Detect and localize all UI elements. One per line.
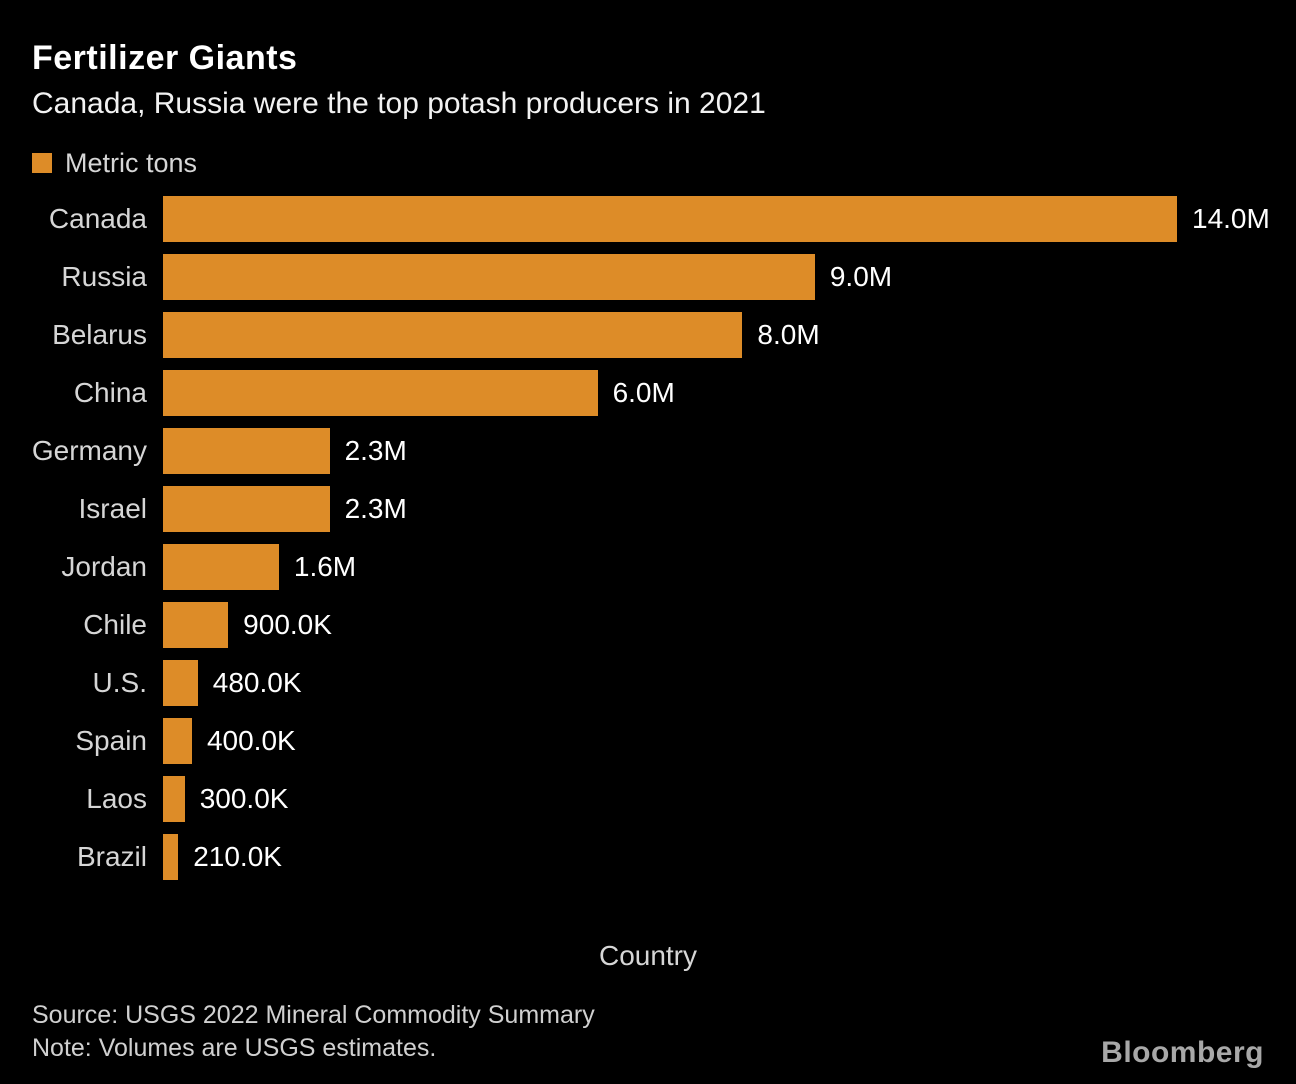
- bar-track: 900.0K: [163, 602, 1177, 649]
- chart-row: Belarus 8.0M: [0, 306, 1296, 364]
- bar-track: 2.3M: [163, 428, 1177, 475]
- header: Fertilizer Giants Canada, Russia were th…: [0, 0, 1296, 122]
- bar-track: 400.0K: [163, 718, 1177, 765]
- legend-swatch-icon: [32, 153, 52, 174]
- legend-label: Metric tons: [65, 147, 198, 178]
- bar-track: 9.0M: [163, 254, 1177, 301]
- bar: [163, 660, 198, 707]
- category-label: Germany: [31, 435, 147, 467]
- value-label: 9.0M: [829, 261, 893, 293]
- value-label: 14.0M: [1192, 203, 1270, 235]
- value-label: 400.0K: [206, 725, 296, 757]
- bar-chart: Canada 14.0M Russia 9.0M Belarus 8.0M China 6.0…: [0, 190, 1296, 886]
- category-label: Jordan: [61, 551, 147, 583]
- value-label: 210.0K: [193, 841, 282, 873]
- value-label: 6.0M: [612, 377, 675, 409]
- bar: [163, 834, 179, 881]
- category-label: Canada: [48, 203, 147, 235]
- chart-row: U.S. 480.0K: [0, 654, 1296, 712]
- chart-row: Canada 14.0M: [0, 190, 1296, 248]
- chart-title: Fertilizer Giants: [32, 39, 298, 77]
- chart-row: China 6.0M: [0, 364, 1296, 422]
- bar: [163, 776, 185, 823]
- chart-subtitle: Canada, Russia were the top potash produ…: [32, 87, 766, 121]
- source-line: Source: USGS 2022 Mineral Commodity Summ…: [32, 1001, 595, 1029]
- bar-track: 14.0M: [163, 196, 1270, 243]
- value-label: 1.6M: [293, 551, 357, 583]
- x-axis-label: Country: [598, 940, 698, 972]
- bar-track: 480.0K: [163, 660, 1177, 707]
- bar: [163, 370, 598, 417]
- value-label: 8.0M: [757, 319, 820, 351]
- chart-row: Chile 900.0K: [0, 596, 1296, 654]
- category-label: Brazil: [76, 841, 147, 873]
- category-label: Belarus: [52, 319, 147, 351]
- bloomberg-logo: Bloomberg: [1101, 1036, 1264, 1069]
- bar-track: 6.0M: [163, 370, 1177, 417]
- bar: [163, 544, 279, 591]
- category-label: Spain: [75, 725, 147, 757]
- chart-row: Jordan 1.6M: [0, 538, 1296, 596]
- value-label: 900.0K: [243, 609, 332, 641]
- bar-track: 2.3M: [163, 486, 1177, 533]
- bar: [163, 428, 330, 475]
- category-label: China: [73, 377, 147, 409]
- bar: [163, 602, 229, 649]
- bar-track: 210.0K: [163, 834, 1177, 881]
- value-label: 480.0K: [212, 667, 302, 699]
- note-line: Note: Volumes are USGS estimates.: [32, 1033, 437, 1062]
- category-label: U.S.: [92, 667, 147, 699]
- bar: [163, 718, 192, 765]
- bar: [163, 196, 1177, 243]
- chart-row: Brazil 210.0K: [0, 828, 1296, 886]
- chart-row: Russia 9.0M: [0, 248, 1296, 306]
- category-label: Laos: [86, 783, 147, 815]
- bar-track: 1.6M: [163, 544, 1177, 591]
- source-note: Source: USGS 2022 Mineral Commodity Summ…: [32, 999, 595, 1064]
- value-label: 2.3M: [344, 435, 407, 467]
- chart-row: Israel 2.3M: [0, 480, 1296, 538]
- legend: Metric tons: [32, 148, 1296, 178]
- bar: [163, 486, 330, 533]
- chart-row: Germany 2.3M: [0, 422, 1296, 480]
- bar-track: 8.0M: [163, 312, 1177, 359]
- chart-row: Laos 300.0K: [0, 770, 1296, 828]
- chart-row: Spain 400.0K: [0, 712, 1296, 770]
- bar: [163, 254, 815, 301]
- value-label: 2.3M: [344, 493, 407, 525]
- value-label: 300.0K: [199, 783, 289, 815]
- category-label: Israel: [78, 493, 147, 525]
- category-label: Chile: [83, 609, 147, 641]
- bar: [163, 312, 743, 359]
- bar-track: 300.0K: [163, 776, 1177, 823]
- category-label: Russia: [61, 261, 147, 293]
